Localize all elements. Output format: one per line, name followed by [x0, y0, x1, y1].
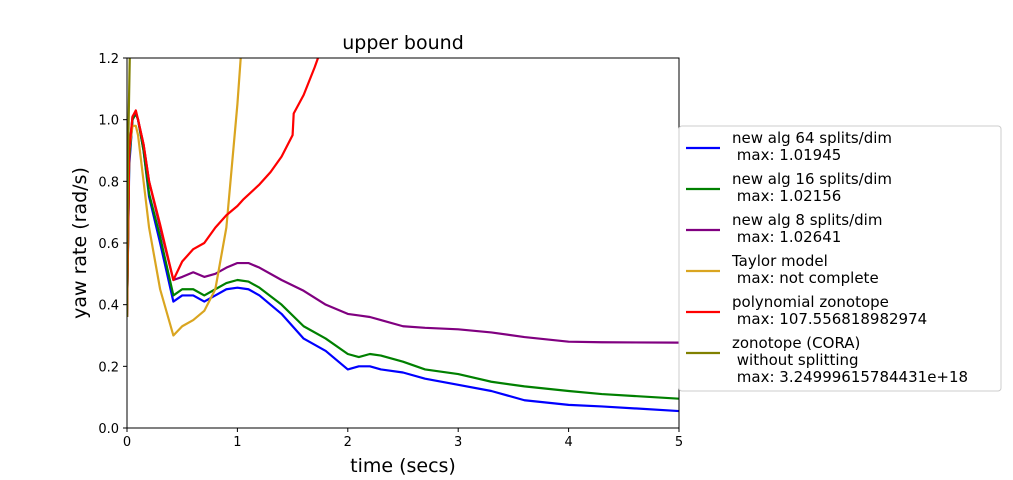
- x-axis-label: time (secs): [350, 455, 456, 477]
- x-tick-label: 2: [344, 435, 352, 450]
- y-tick-label: 0.4: [98, 299, 119, 314]
- y-axis-label: yaw rate (rad/s): [69, 167, 91, 319]
- y-tick-label: 0.2: [98, 360, 119, 375]
- legend-box: [678, 125, 1002, 392]
- legend-label: zonotope (CORA) without splitting max: 3…: [732, 334, 968, 386]
- x-tick-label: 0: [123, 435, 131, 450]
- legend-label: Taylor model max: not complete: [731, 252, 879, 287]
- series-line: [127, 58, 320, 318]
- y-tick-label: 0.0: [98, 422, 119, 437]
- x-tick-label: 5: [675, 435, 683, 450]
- series-line: [127, 58, 242, 337]
- y-tick-label: 0.8: [98, 175, 119, 190]
- x-tick-label: 1: [233, 435, 241, 450]
- legend-label: new alg 8 splits/dim max: 1.02641: [732, 211, 882, 246]
- y-tick-label: 1.2: [98, 52, 119, 67]
- legend-label: new alg 16 splits/dim max: 1.02156: [732, 170, 892, 205]
- x-tick-label: 4: [564, 435, 572, 450]
- legend-label: new alg 64 splits/dim max: 1.01945: [732, 129, 892, 164]
- y-tick-label: 0.6: [98, 237, 119, 252]
- chart-title: upper bound: [342, 32, 464, 54]
- y-tick-label: 1.0: [98, 114, 119, 129]
- legend-label: polynomial zonotope max: 107.55681898297…: [732, 293, 927, 328]
- x-tick-label: 3: [454, 435, 462, 450]
- legend: new alg 64 splits/dim max: 1.01945 new al…: [678, 125, 1002, 392]
- plot-area: [127, 58, 679, 413]
